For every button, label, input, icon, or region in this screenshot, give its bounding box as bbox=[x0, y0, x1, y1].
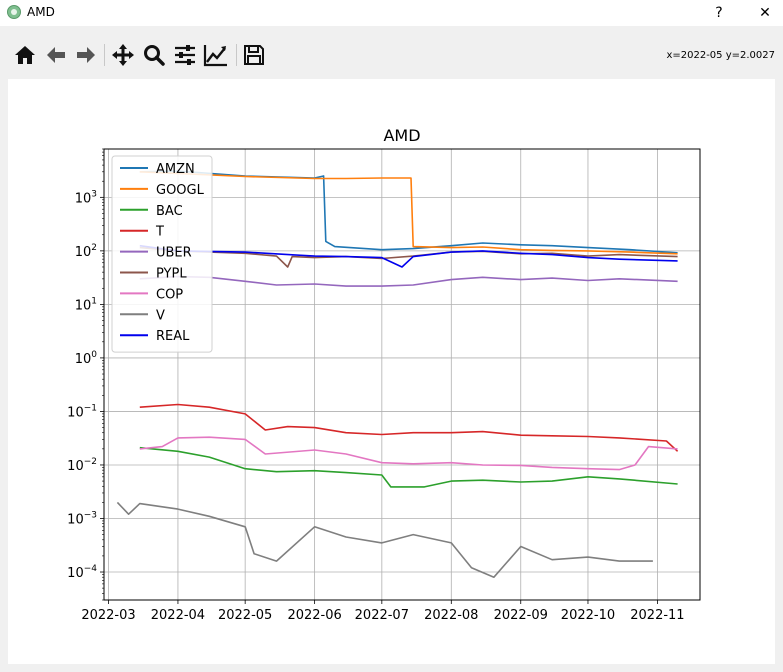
y-tick-label: 10−3 bbox=[67, 510, 97, 527]
toolbar-separator bbox=[236, 44, 237, 66]
series-line-cop bbox=[139, 436, 678, 471]
legend-label-uber: UBER bbox=[156, 246, 192, 261]
app-icon bbox=[7, 5, 21, 19]
series-line-googl bbox=[139, 171, 678, 255]
legend-label-cop: COP bbox=[156, 287, 183, 302]
edit-axes-icon[interactable] bbox=[203, 42, 229, 68]
series-line-t bbox=[139, 403, 679, 452]
series-line-pypl bbox=[139, 246, 678, 268]
x-tick-label: 2022-04 bbox=[151, 608, 205, 623]
y-tick-label: 103 bbox=[75, 189, 97, 206]
legend-label-v: V bbox=[156, 308, 165, 323]
series-line-v bbox=[116, 501, 653, 578]
configure-icon[interactable] bbox=[172, 42, 198, 68]
x-tick-label: 2022-03 bbox=[81, 608, 135, 623]
save-icon[interactable] bbox=[241, 42, 267, 68]
y-tick-label: 100 bbox=[75, 350, 98, 367]
x-tick-label: 2022-05 bbox=[218, 608, 272, 623]
series-line-bac bbox=[139, 446, 678, 488]
legend-label-real: REAL bbox=[156, 329, 190, 344]
coordinate-readout: x=2022-05 y=2.0027 bbox=[666, 50, 775, 61]
x-tick-label: 2022-10 bbox=[561, 608, 615, 623]
x-tick-label: 2022-11 bbox=[630, 608, 684, 623]
window-title: AMD bbox=[27, 5, 55, 19]
y-tick-label: 101 bbox=[75, 296, 97, 313]
legend-label-googl: GOOGL bbox=[156, 183, 205, 198]
y-tick-label: 10−4 bbox=[67, 564, 97, 581]
legend-label-amzn: AMZN bbox=[156, 162, 195, 177]
x-tick-label: 2022-08 bbox=[424, 608, 478, 623]
y-tick-label: 102 bbox=[75, 243, 97, 260]
x-tick-label: 2022-06 bbox=[287, 608, 341, 623]
chart-svg[interactable]: AMD 2022-03 2022-04 2022-05 2022-06 2022-07 20… bbox=[8, 79, 775, 664]
help-button[interactable]: ? bbox=[715, 5, 723, 21]
legend-label-bac: BAC bbox=[156, 204, 183, 219]
close-button[interactable]: ✕ bbox=[759, 5, 771, 21]
y-tick-label: 10−2 bbox=[67, 457, 97, 474]
forward-icon[interactable] bbox=[73, 42, 99, 68]
figure-canvas[interactable]: AMD 2022-03 2022-04 2022-05 2022-06 2022-07 20… bbox=[8, 79, 775, 664]
chart-title: AMD bbox=[383, 126, 420, 145]
series-line-real bbox=[139, 244, 678, 268]
toolbar-separator bbox=[104, 44, 105, 66]
x-tick-label: 2022-07 bbox=[355, 608, 409, 623]
series-line-amzn bbox=[139, 170, 678, 254]
title-bar: AMD ? ✕ bbox=[0, 0, 783, 26]
plot-frame bbox=[103, 148, 701, 601]
x-tick-label: 2022-09 bbox=[494, 608, 548, 623]
series-line-uber bbox=[139, 275, 678, 287]
back-icon[interactable] bbox=[43, 42, 69, 68]
navigation-toolbar: x=2022-05 y=2.0027 bbox=[0, 26, 783, 78]
pan-icon[interactable] bbox=[110, 42, 136, 68]
y-tick-label: 10−1 bbox=[67, 403, 97, 420]
legend-box bbox=[111, 155, 213, 353]
home-icon[interactable] bbox=[12, 42, 38, 68]
legend-label-pypl: PYPL bbox=[156, 267, 187, 282]
zoom-icon[interactable] bbox=[141, 42, 167, 68]
legend-label-t: T bbox=[155, 225, 164, 240]
